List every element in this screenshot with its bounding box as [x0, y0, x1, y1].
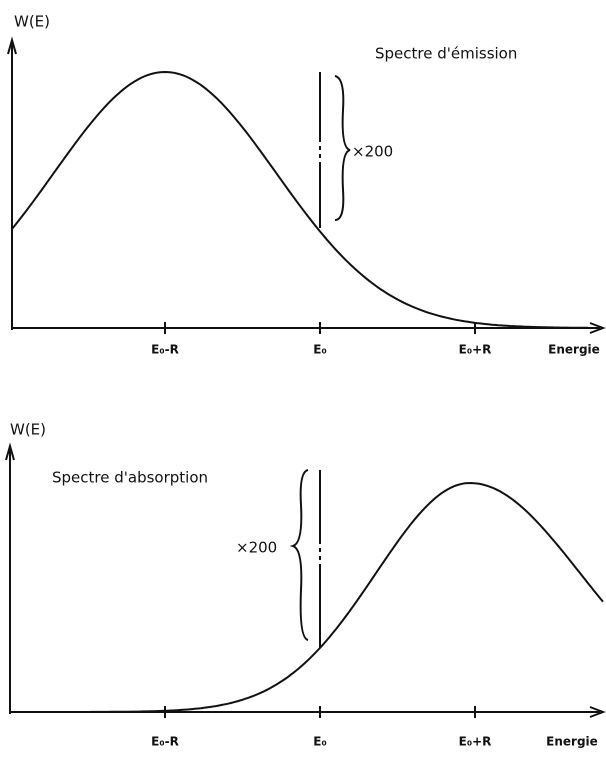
tick-label: E₀-R — [151, 735, 179, 749]
axes — [5, 442, 606, 718]
tick-label: E₀ — [313, 735, 326, 749]
multiplier: ×200 — [352, 143, 393, 161]
brace — [334, 75, 351, 221]
tick-label: E₀+R — [459, 343, 492, 357]
axes — [7, 36, 606, 334]
tick-marks — [164, 322, 476, 334]
y-label: W(E) — [14, 13, 50, 31]
absorption-curve — [90, 481, 604, 713]
title: Spectre d'absorption — [52, 469, 208, 487]
emission-curve — [11, 70, 588, 329]
brace — [289, 469, 309, 641]
y-label: W(E) — [10, 421, 46, 439]
title: Spectre d'émission — [375, 45, 517, 63]
tick-label: E₀+R — [459, 735, 492, 749]
tick-label: E₀ — [313, 343, 326, 357]
x-label: Energie — [548, 343, 600, 357]
x-label: Energie — [546, 735, 598, 749]
multiplier: ×200 — [236, 539, 277, 557]
tick-marks — [164, 706, 476, 718]
tick-label: E₀-R — [151, 343, 179, 357]
